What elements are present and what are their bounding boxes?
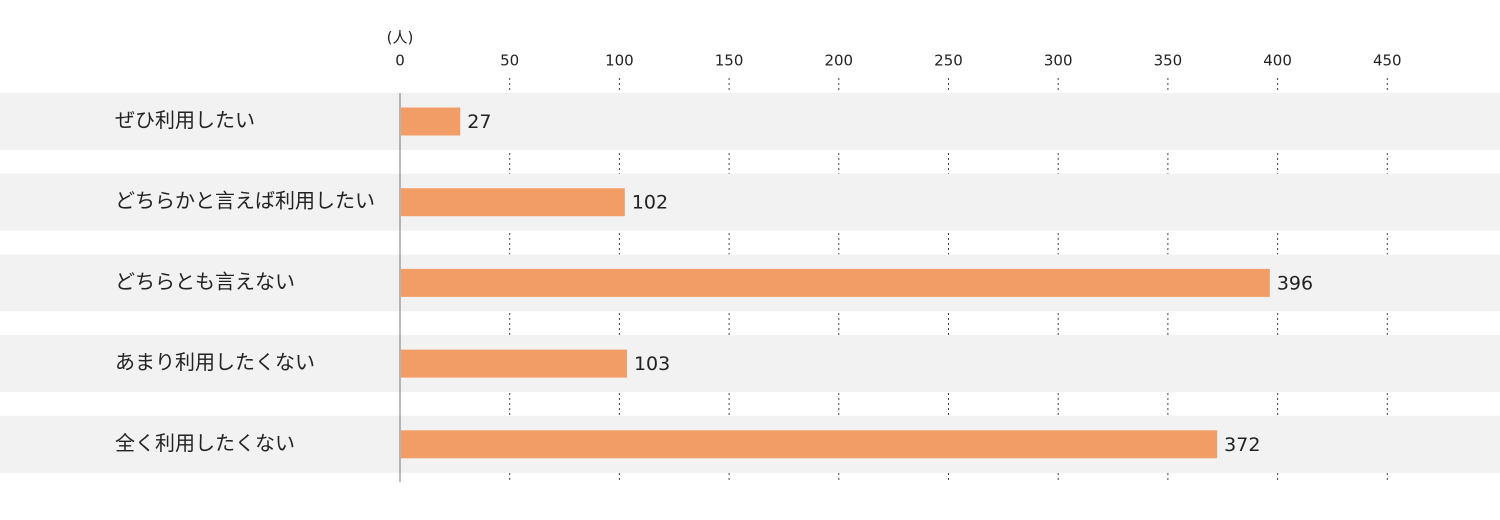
x-tick-label: 250 xyxy=(934,52,963,70)
category-label: 全く利用したくない xyxy=(115,431,295,455)
x-axis-unit: (人) xyxy=(387,29,414,47)
row-band xyxy=(0,93,1500,150)
category-label: あまり利用したくない xyxy=(115,350,315,374)
value-label: 103 xyxy=(634,353,670,375)
value-label: 27 xyxy=(467,111,491,133)
x-tick-label: 150 xyxy=(715,52,744,70)
x-tick-label: 400 xyxy=(1263,52,1292,70)
bar xyxy=(401,268,1270,297)
bar xyxy=(401,430,1218,459)
bar xyxy=(401,188,625,217)
x-tick-label: 0 xyxy=(395,52,405,70)
row-band xyxy=(0,335,1500,393)
category-label: どちらとも言えない xyxy=(115,269,295,293)
x-tick-label: 100 xyxy=(605,52,634,70)
category-label: どちらかと言えば利用したい xyxy=(115,189,375,213)
bar xyxy=(401,349,627,378)
category-label: ぜひ利用したい xyxy=(115,108,255,132)
x-tick-label: 300 xyxy=(1044,52,1073,70)
x-tick-label: 200 xyxy=(824,52,853,70)
value-label: 396 xyxy=(1277,272,1313,294)
x-tick-label: 450 xyxy=(1373,52,1402,70)
value-label: 372 xyxy=(1224,434,1260,456)
value-label: 102 xyxy=(632,192,668,214)
row-band xyxy=(0,173,1500,231)
x-tick-label: 350 xyxy=(1154,52,1183,70)
bar xyxy=(401,107,461,136)
x-tick-label: 50 xyxy=(500,52,519,70)
